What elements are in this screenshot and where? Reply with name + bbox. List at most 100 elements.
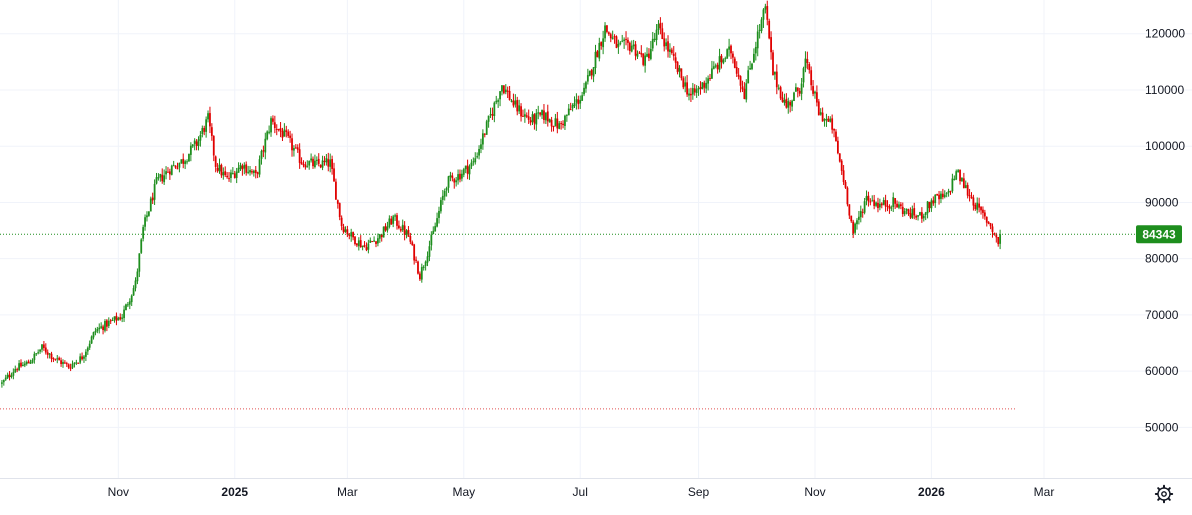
candle-body: [314, 160, 316, 168]
candle-up: [270, 116, 272, 137]
candle-up: [774, 71, 776, 80]
candle-down: [735, 61, 738, 77]
candle-body: [623, 39, 626, 42]
candle-down: [661, 22, 664, 40]
candle-body: [273, 122, 276, 129]
candle-up: [98, 323, 101, 334]
candle-up: [268, 125, 271, 135]
candle-up: [186, 159, 188, 165]
y-axis[interactable]: 50000 60000 70000 80000 90000 100000 110000 120…: [1145, 27, 1185, 435]
candle-up: [871, 195, 874, 202]
candle-up: [75, 359, 78, 366]
candle-body: [636, 53, 639, 57]
candle-down: [798, 87, 801, 97]
candle-down: [44, 343, 47, 355]
candle-body: [384, 225, 387, 231]
candle-body: [415, 259, 417, 261]
candle-body: [888, 206, 891, 209]
candle-down: [335, 178, 337, 200]
candle-body: [335, 181, 337, 200]
candle-up: [230, 169, 232, 183]
candle-body: [16, 369, 19, 371]
candle-up: [705, 77, 708, 94]
candle-up: [123, 305, 125, 322]
candle-down: [508, 86, 511, 101]
candle-down: [901, 202, 904, 217]
candle-body: [831, 118, 834, 130]
candle-body: [417, 261, 419, 274]
candle-body: [203, 127, 206, 132]
candle-body: [890, 207, 893, 209]
candle-body: [340, 217, 343, 227]
candle-body: [52, 358, 55, 360]
x-tick-label: Sep: [688, 485, 710, 499]
y-tick-label: 70000: [1145, 308, 1179, 322]
candle-up: [237, 162, 240, 173]
candle-up: [856, 218, 858, 230]
candle-down: [840, 159, 843, 175]
candle-body: [369, 240, 372, 243]
candle-body: [331, 159, 334, 169]
candle-up: [147, 211, 150, 217]
candle-body: [951, 178, 954, 192]
candle-body: [785, 98, 788, 108]
candle-body: [613, 36, 616, 38]
candle-up: [100, 322, 103, 330]
candle-body: [413, 244, 416, 261]
x-tick-label: Mar: [337, 485, 358, 499]
candle-up: [943, 190, 946, 199]
candle-down: [972, 194, 975, 211]
x-axis[interactable]: Nov 2025 Mar May Jul Sep Nov 2026 Mar: [108, 485, 1055, 499]
candle-up: [191, 144, 194, 148]
candle-up: [56, 354, 59, 364]
candle-down: [833, 128, 835, 138]
candle-down: [730, 44, 732, 60]
candle-up: [911, 205, 914, 220]
candle-body: [474, 158, 477, 163]
candle-body: [936, 193, 939, 196]
candle-body: [31, 360, 34, 363]
candle-up: [314, 154, 316, 169]
candle-down: [974, 202, 977, 211]
candle-body: [564, 115, 566, 126]
candle-body: [821, 112, 824, 122]
candle-down: [600, 41, 603, 50]
candle-body: [625, 38, 627, 40]
candle-body: [472, 161, 475, 163]
candle-body: [520, 106, 522, 117]
candle-body: [978, 203, 981, 208]
candle-up: [84, 349, 87, 362]
candle-body: [518, 105, 521, 112]
candle-body: [835, 131, 837, 142]
candle-down: [411, 240, 414, 246]
candle-up: [802, 66, 805, 88]
candle-up: [170, 164, 173, 176]
candle-down: [997, 236, 1000, 247]
candle-down: [176, 162, 179, 170]
candle-body: [850, 215, 853, 222]
candle-body: [239, 165, 242, 169]
candle-down: [743, 82, 746, 100]
candle-down: [667, 35, 669, 58]
candle-body: [957, 170, 960, 173]
candle-up: [777, 84, 780, 91]
candle-up: [136, 268, 139, 285]
candle-up: [260, 149, 263, 165]
candle-up: [684, 76, 687, 93]
candle-down: [966, 182, 969, 199]
candle-down: [672, 46, 675, 61]
candle-body: [487, 115, 490, 122]
candle-up: [155, 172, 158, 185]
x-tick-label: Nov: [804, 485, 825, 499]
x-tick-label: Mar: [1034, 485, 1055, 499]
candle-up: [73, 362, 76, 368]
candle-body: [380, 234, 383, 238]
candle-body: [514, 100, 517, 105]
candle-up: [239, 162, 242, 171]
settings-button[interactable]: [1154, 484, 1174, 504]
candle-body: [882, 199, 885, 205]
candle-up: [487, 115, 490, 128]
candle-body: [216, 167, 219, 171]
